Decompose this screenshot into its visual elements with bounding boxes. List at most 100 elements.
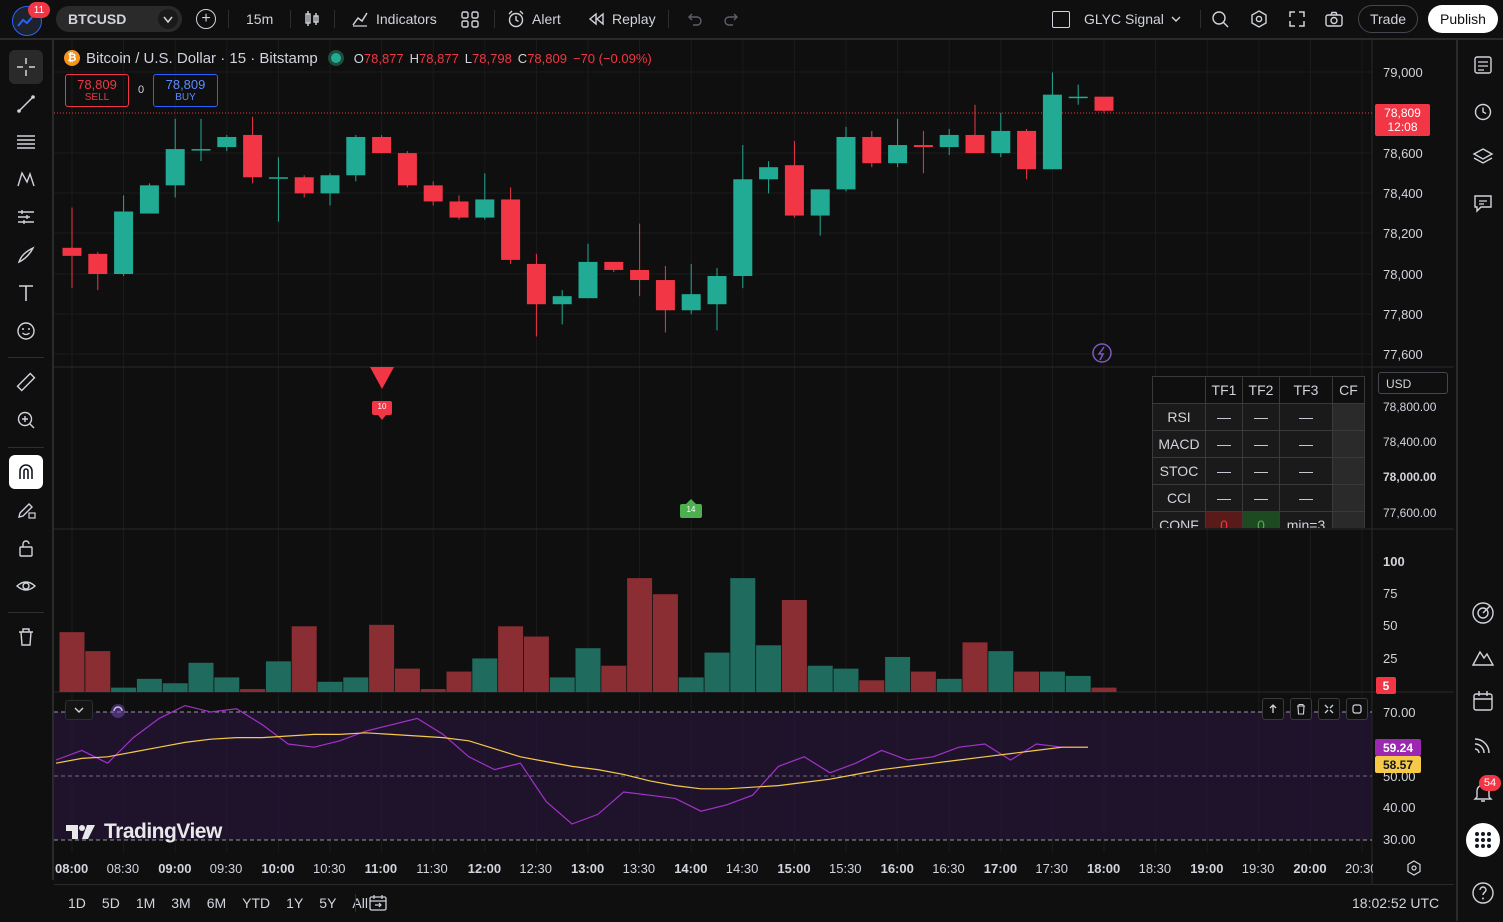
symbol-label: BTCUSD [68, 11, 127, 27]
volume-bar [756, 645, 782, 692]
quick-search-icon[interactable] [1210, 9, 1230, 29]
candle [372, 134, 392, 154]
volume-bar [1065, 675, 1091, 692]
publish-button[interactable]: Publish [1428, 5, 1498, 33]
range-5y[interactable]: 5Y [319, 895, 337, 911]
move-pane-up-icon[interactable] [1262, 698, 1284, 720]
volume-bar [188, 662, 214, 692]
chart-type-icon[interactable] [302, 9, 322, 29]
symbol-legend: ₿ Bitcoin / U.S. Dollar · 15 · Bitstamp … [64, 48, 652, 68]
symbol-search[interactable]: BTCUSD [56, 6, 182, 32]
symbol-title[interactable]: Bitcoin / U.S. Dollar · 15 · Bitstamp [86, 49, 318, 67]
remove-drawings-tool[interactable] [9, 620, 43, 654]
screener-button[interactable] [1468, 642, 1498, 672]
range-1m[interactable]: 1M [135, 895, 156, 911]
volume-bar [1014, 671, 1040, 692]
brush-tool[interactable] [9, 238, 43, 272]
bottom-toolbar: 1D 5D 1M 3M 6M YTD 1Y 5Y All 18:02:52 UT… [54, 884, 1454, 922]
chats-button[interactable] [1468, 188, 1498, 218]
range-3m[interactable]: 3M [171, 895, 191, 911]
time-label: 15:30 [829, 861, 862, 876]
range-5d[interactable]: 5D [101, 895, 120, 911]
sell-button[interactable]: 78,809 SELL [65, 74, 129, 107]
watchlist-button[interactable] [1468, 50, 1498, 80]
rsi-label: 30.00 [1383, 832, 1416, 847]
trade-label: Trade [1369, 11, 1407, 27]
chart-canvas[interactable] [54, 40, 1454, 884]
candle-body [552, 296, 572, 305]
templates-icon[interactable] [460, 9, 480, 29]
volume-label: 50 [1383, 618, 1398, 633]
hide-tool[interactable] [9, 569, 43, 603]
news-button[interactable] [1468, 730, 1498, 760]
candle-body [862, 136, 882, 164]
forecast-tool[interactable] [9, 200, 43, 234]
range-all[interactable]: All [352, 895, 368, 911]
lightning-icon[interactable] [1092, 343, 1112, 363]
candle [243, 116, 263, 184]
trend-line-tool[interactable] [9, 87, 43, 121]
time-axis-settings-icon[interactable] [1406, 860, 1422, 876]
delete-pane-icon[interactable] [1290, 698, 1312, 720]
volume-bar [962, 642, 988, 692]
range-6m[interactable]: 6M [206, 895, 227, 911]
candle-body [759, 167, 779, 180]
crosshair-tool[interactable] [9, 50, 43, 84]
clock-label[interactable]: 18:02:52 UTC [1352, 895, 1440, 911]
fullscreen-icon[interactable] [1287, 9, 1307, 29]
rsi-label: 70.00 [1383, 705, 1416, 720]
measure-tool[interactable] [9, 365, 43, 399]
layout-name-button[interactable]: GLYC Signal [1084, 5, 1182, 33]
lock-drawings-tool[interactable] [9, 493, 43, 527]
time-label: 18:30 [1138, 861, 1172, 876]
table-row: RSI — — — [1152, 403, 1365, 431]
lock-tool[interactable] [9, 531, 43, 565]
candle [810, 189, 830, 236]
pattern-tool[interactable] [9, 162, 43, 196]
calendar-button[interactable] [1468, 686, 1498, 716]
volume-bar [136, 678, 162, 692]
redo-icon[interactable] [722, 9, 742, 29]
ruler-icon [16, 372, 36, 392]
grid-dots-icon [1475, 832, 1491, 848]
collapse-pane-icon[interactable] [1318, 698, 1340, 720]
compare-icon[interactable] [158, 9, 178, 29]
text-tool[interactable] [9, 276, 43, 310]
candle [88, 251, 108, 291]
maximize-pane-icon[interactable] [1346, 698, 1368, 720]
currency-select[interactable]: USD [1378, 372, 1448, 394]
range-ytd[interactable]: YTD [242, 895, 271, 911]
add-symbol-icon[interactable]: + [196, 9, 216, 29]
candle-body [320, 175, 340, 194]
more-apps-button[interactable] [1466, 823, 1500, 857]
trade-button[interactable]: Trade [1358, 5, 1418, 33]
fib-tool[interactable] [9, 125, 43, 159]
collapse-pane-button[interactable] [65, 700, 93, 720]
undo-icon[interactable] [684, 9, 704, 29]
replay-button[interactable]: Replay [586, 5, 656, 33]
candle-body [913, 145, 933, 148]
candle [836, 126, 856, 192]
alerts-button[interactable] [1468, 96, 1498, 126]
zoom-tool[interactable] [9, 403, 43, 437]
last-price-value: 78,809 [1384, 106, 1421, 120]
emoji-tool[interactable] [9, 314, 43, 348]
candle [1068, 84, 1088, 105]
candle [888, 118, 908, 168]
camera-icon[interactable] [1324, 9, 1344, 29]
buy-button[interactable]: 78,809 BUY [153, 74, 218, 107]
text-icon [19, 285, 33, 301]
goto-date-icon[interactable] [368, 893, 388, 913]
ideas-button[interactable] [1468, 598, 1498, 628]
layout-checkbox[interactable] [1052, 11, 1070, 28]
time-label: 17:30 [1035, 861, 1068, 876]
interval-button[interactable]: 15m [246, 5, 273, 33]
range-1d[interactable]: 1D [68, 895, 86, 911]
magnet-tool[interactable] [9, 455, 43, 489]
settings-icon[interactable] [1249, 9, 1269, 29]
alert-button[interactable]: Alert [506, 5, 561, 33]
help-button[interactable] [1468, 878, 1498, 908]
indicators-button[interactable]: Indicators [350, 5, 437, 33]
object-tree-button[interactable] [1468, 142, 1498, 172]
range-1y[interactable]: 1Y [286, 895, 304, 911]
